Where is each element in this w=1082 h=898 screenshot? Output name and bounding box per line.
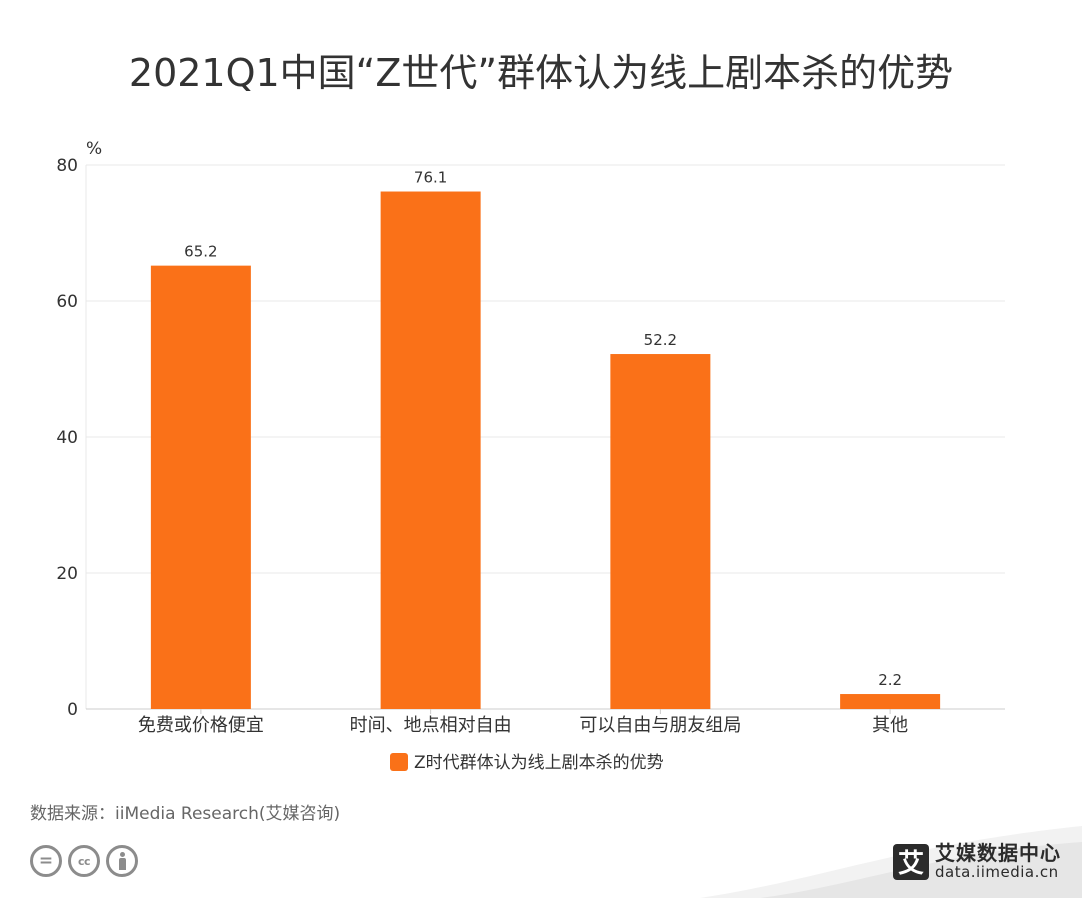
x-tick-label: 免费或价格便宜 [138,715,264,736]
y-tick-label: 20 [56,564,78,584]
legend-swatch [390,753,408,771]
y-axis-label: % [86,139,102,159]
y-tick-label: 0 [67,700,78,720]
cc-icon: cc [68,845,100,877]
brand-url: data.iimedia.cn [935,863,1059,881]
y-tick-label: 80 [56,156,78,176]
data-label: 65.2 [184,243,217,261]
page-title: 2021Q1中国“Z世代”群体认为线上剧本杀的优势 [128,51,954,95]
y-tick-label: 40 [56,428,78,448]
x-tick-label: 其他 [872,715,908,736]
cc-by-icon [106,845,138,877]
bar [380,191,481,709]
bar [840,694,941,709]
cc-nd-icon: = [30,845,62,877]
x-tick-label: 时间、地点相对自由 [350,715,512,736]
brand-logo: 艾 艾媒数据中心 data.iimedia.cn [893,842,1061,881]
legend-label: Z时代群体认为线上剧本杀的优势 [414,753,664,773]
y-tick-label: 60 [56,292,78,312]
bar [150,265,251,709]
license-icons: = cc [30,845,138,877]
brand-name: 艾媒数据中心 [935,841,1061,865]
data-label: 52.2 [644,331,677,349]
source-note: 数据来源：iiMedia Research(艾媒咨询) [30,804,341,824]
brand-mark-icon: 艾 [893,843,929,880]
bar [610,354,711,709]
x-tick-label: 可以自由与朋友组局 [579,715,741,736]
data-label: 76.1 [414,169,447,187]
data-label: 2.2 [878,671,902,689]
